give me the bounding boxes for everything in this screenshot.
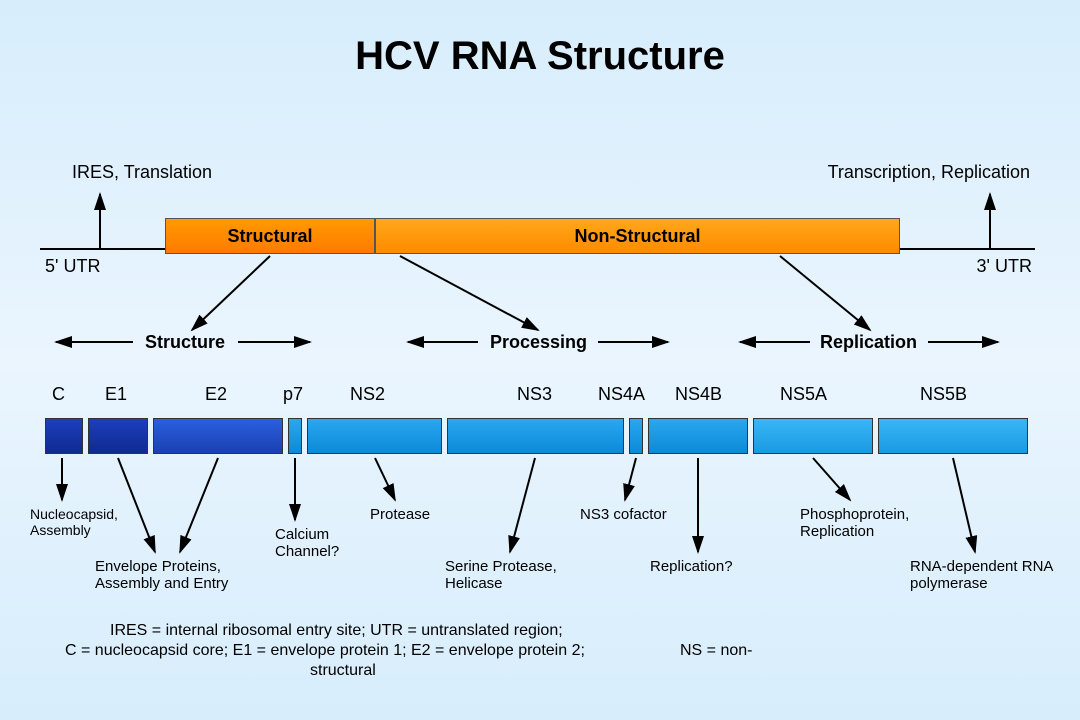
nonstructural-region: Non-Structural <box>375 218 900 254</box>
block-c <box>45 418 83 454</box>
func-phospho: Phosphoprotein, Replication <box>800 506 909 540</box>
utr5-label: 5' UTR <box>45 256 100 277</box>
func-ns3cof: NS3 cofactor <box>580 506 667 523</box>
utr3-label: 3' UTR <box>977 256 1032 277</box>
block-e2 <box>153 418 283 454</box>
prot-ns5a-label: NS5A <box>780 384 827 405</box>
func-rdrp: RNA-dependent RNA polymerase <box>910 558 1053 592</box>
func-envelope: Envelope Proteins, Assembly and Entry <box>95 558 228 592</box>
genome-line-left <box>40 248 165 250</box>
block-e1 <box>88 418 148 454</box>
block-ns5a <box>753 418 873 454</box>
prot-ns4b-label: NS4B <box>675 384 722 405</box>
structural-label: Structural <box>227 226 312 247</box>
prot-ns5b-label: NS5B <box>920 384 967 405</box>
structure-label: Structure <box>145 332 225 353</box>
prot-ns4a-label: NS4A <box>598 384 645 405</box>
structural-region: Structural <box>165 218 375 254</box>
block-ns4b <box>648 418 748 454</box>
func-protease: Protease <box>370 506 430 523</box>
prot-ns2-label: NS2 <box>350 384 385 405</box>
prot-e2-label: E2 <box>205 384 227 405</box>
prot-ns3-label: NS3 <box>517 384 552 405</box>
prot-c-label: C <box>52 384 65 405</box>
block-ns2 <box>307 418 442 454</box>
footnote-l1: IRES = internal ribosomal entry site; UT… <box>110 622 563 640</box>
block-ns4a <box>629 418 643 454</box>
nonstructural-label: Non-Structural <box>575 226 701 247</box>
footnote-ns: NS = non- <box>680 642 752 660</box>
page-title: HCV RNA Structure <box>0 34 1080 79</box>
genome-line-right <box>900 248 1035 250</box>
processing-label: Processing <box>490 332 587 353</box>
func-calcium: Calcium Channel? <box>275 526 339 560</box>
prot-e1-label: E1 <box>105 384 127 405</box>
arrows-layer <box>0 0 1080 720</box>
footnote-l2: C = nucleocapsid core; E1 = envelope pro… <box>65 642 585 660</box>
block-p7 <box>288 418 302 454</box>
replication-label: Replication <box>820 332 917 353</box>
ires-label: IRES, Translation <box>72 162 212 183</box>
prot-p7-label: p7 <box>283 384 303 405</box>
trans-repl-label: Transcription, Replication <box>828 162 1030 183</box>
func-serine: Serine Protease, Helicase <box>445 558 557 592</box>
func-nucleocapsid: Nucleocapsid, Assembly <box>30 506 118 538</box>
block-ns5b <box>878 418 1028 454</box>
func-replq: Replication? <box>650 558 733 575</box>
footnote-l3: structural <box>310 662 376 680</box>
block-ns3 <box>447 418 624 454</box>
